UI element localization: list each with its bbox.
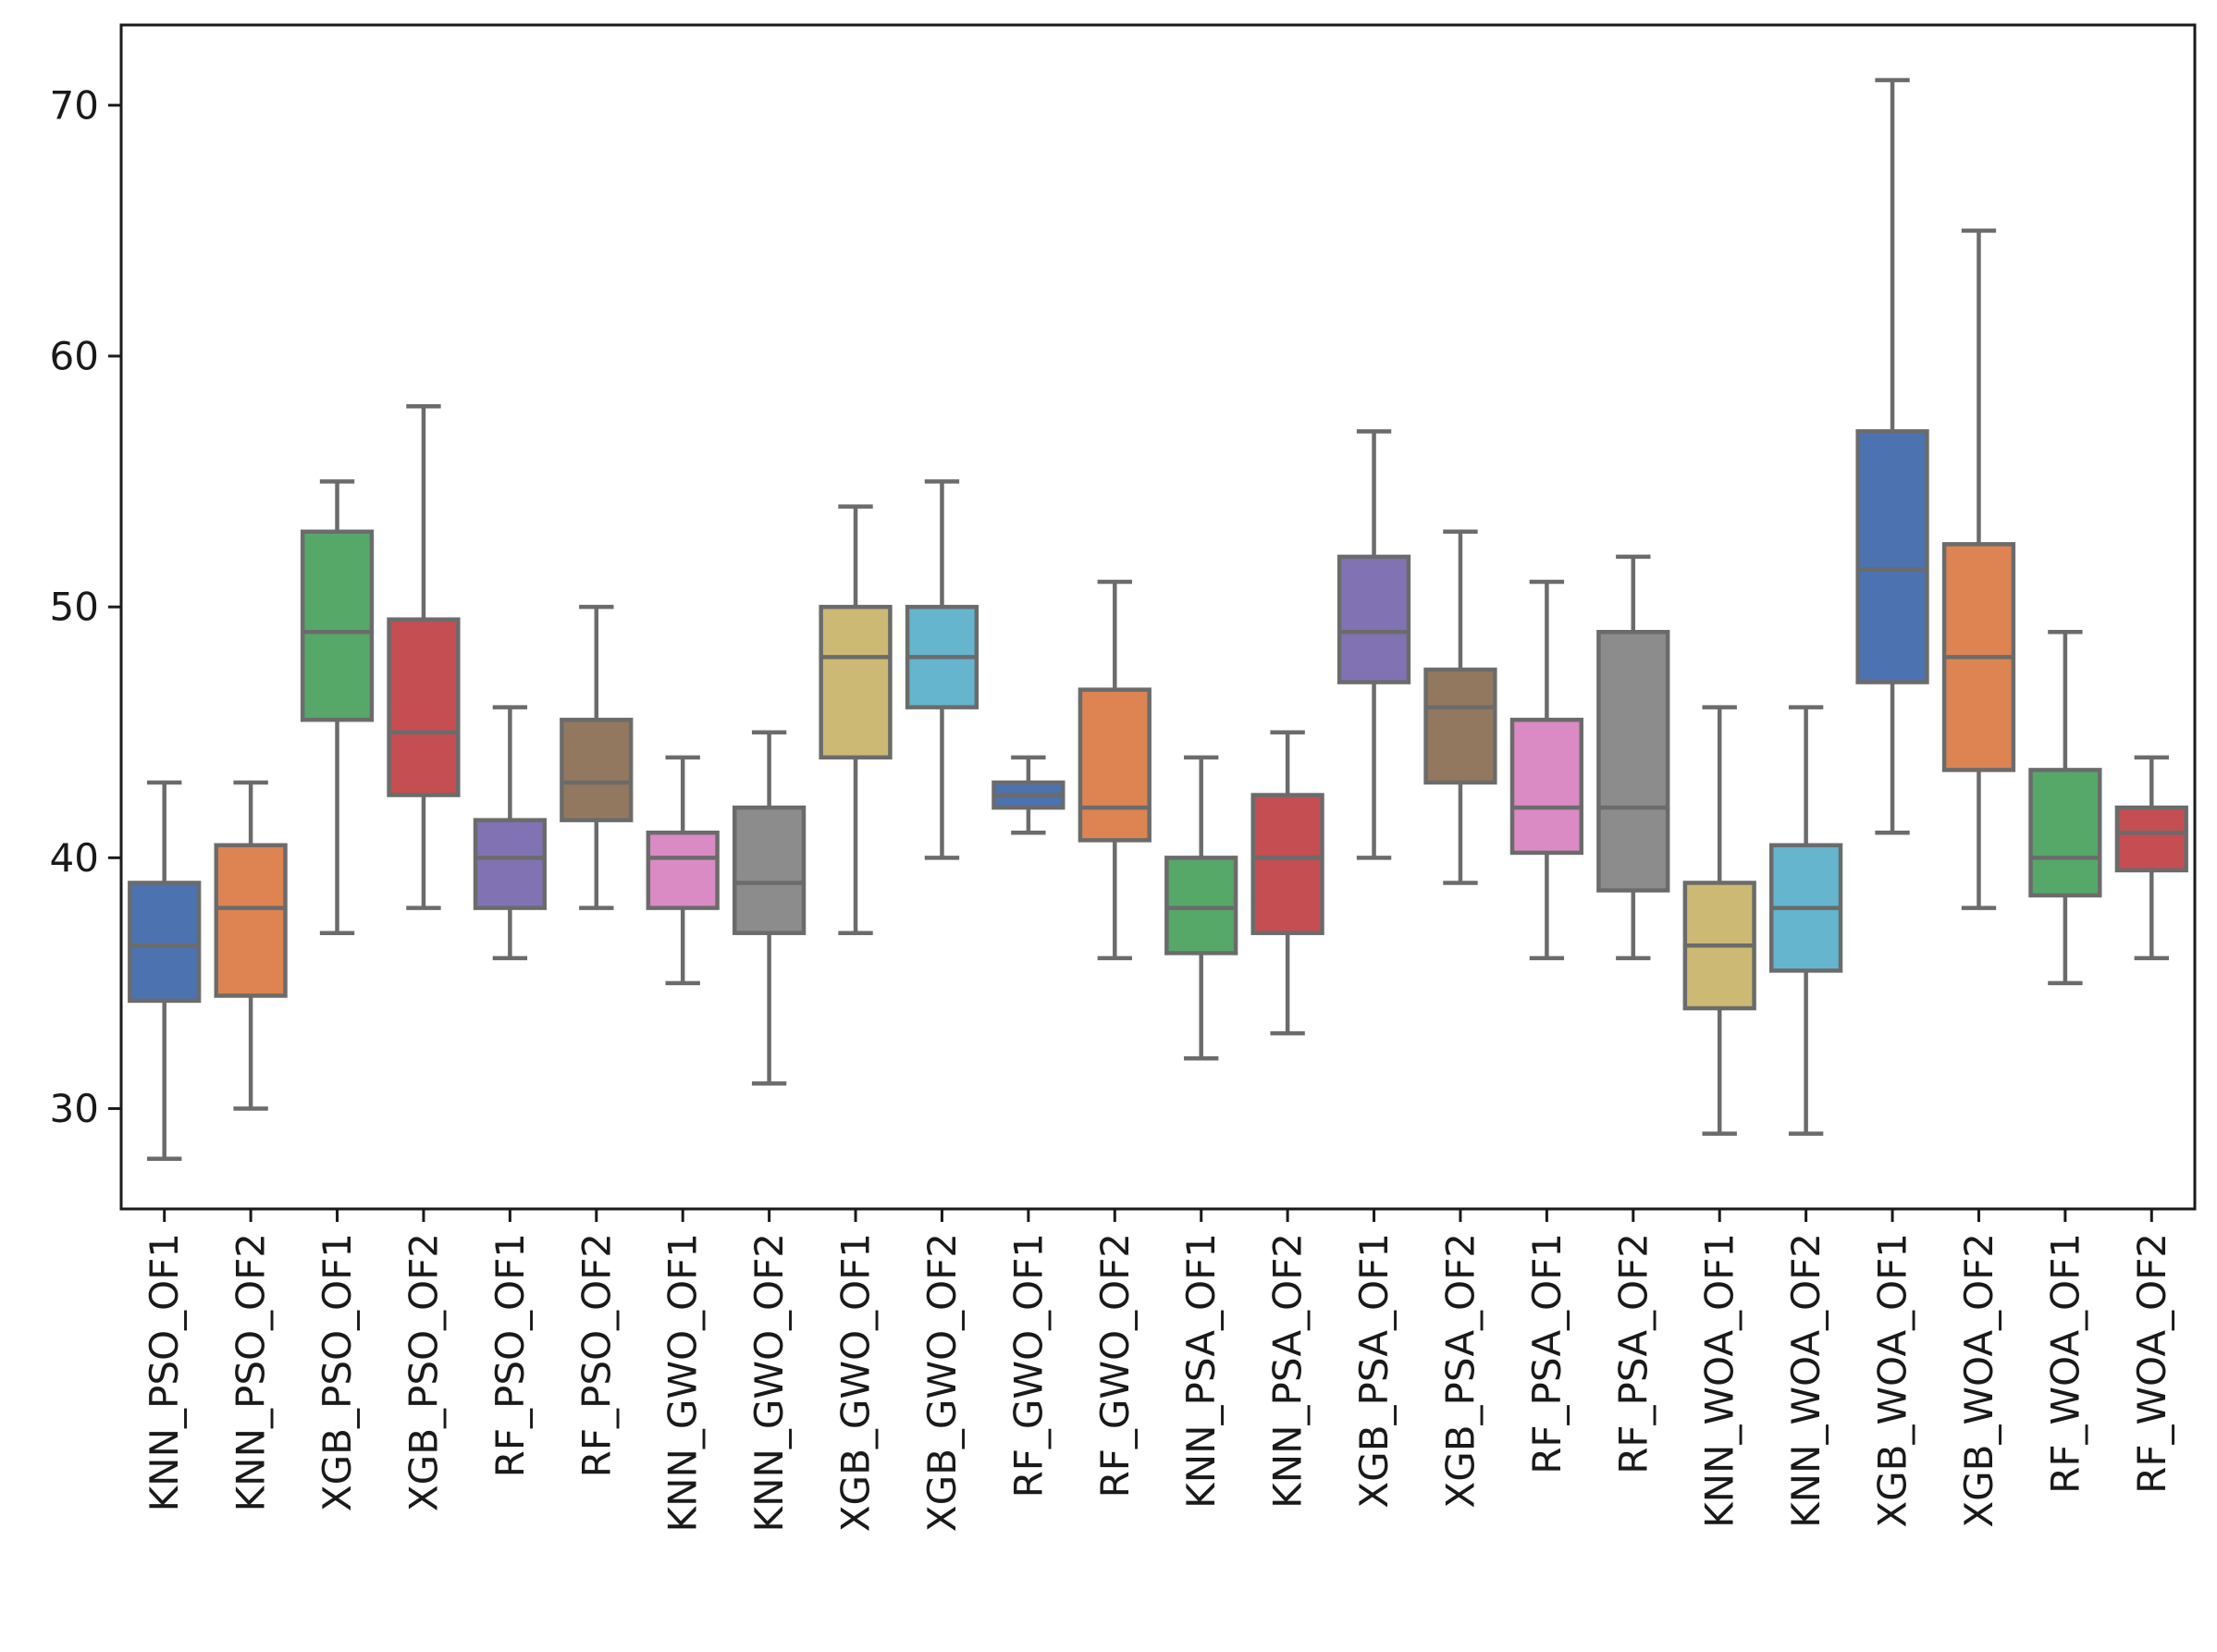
iqr-box: [819, 604, 893, 760]
box-group: [387, 403, 461, 910]
x-tick-label: XGB_GWO_OF1: [833, 1233, 879, 1532]
x-tick-label: RF_PSO_OF1: [487, 1233, 533, 1477]
box-group: [733, 730, 807, 1086]
x-tick-label: XGB_GWO_OF2: [919, 1233, 965, 1532]
x-tick-label: RF_WOA_OF2: [2129, 1233, 2174, 1494]
iqr-box: [1596, 630, 1670, 893]
x-tick-label: KNN_WOA_OF1: [1697, 1233, 1743, 1528]
iqr-box: [300, 529, 375, 722]
x-tick-label: KNN_GWO_OF2: [746, 1233, 792, 1532]
box-group: [1855, 78, 1929, 835]
box-group: [1078, 579, 1152, 961]
y-tick-label: 40: [50, 835, 99, 881]
boxes-layer: [128, 78, 2188, 1162]
iqr-box: [387, 617, 461, 797]
x-tick-label: RF_GWO_OF2: [1092, 1233, 1138, 1498]
iqr-box: [2114, 805, 2188, 873]
iqr-box: [1250, 793, 1324, 935]
iqr-box: [2028, 768, 2102, 898]
y-tick-label: 50: [50, 585, 99, 630]
box-group: [560, 604, 634, 910]
iqr-box: [560, 717, 634, 822]
x-tick-label: KNN_PSO_OF1: [142, 1233, 187, 1511]
x-tick-label: RF_WOA_OF1: [2042, 1233, 2088, 1494]
box-group: [991, 755, 1065, 835]
box-group: [300, 479, 375, 935]
iqr-box: [1164, 856, 1238, 955]
plot-area-frame: [119, 23, 2197, 1211]
box-group: [473, 705, 547, 961]
box-group: [1164, 755, 1238, 1061]
box-group: [1423, 529, 1497, 885]
iqr-box: [214, 843, 288, 998]
x-tick-label: RF_GWO_OF1: [1005, 1233, 1051, 1498]
box-group: [646, 755, 720, 986]
box-group: [819, 504, 893, 935]
box-group: [214, 780, 288, 1111]
box-group: [1250, 730, 1324, 1036]
box-group: [1596, 554, 1670, 961]
x-tick-label: RF_PSO_OF2: [573, 1233, 619, 1477]
x-tick-label: RF_PSA_OF1: [1524, 1233, 1570, 1474]
box-group: [1682, 705, 1756, 1136]
x-tick-label: KNN_PSA_OF2: [1265, 1233, 1311, 1509]
iqr-box: [646, 830, 720, 910]
x-tick-label: KNN_GWO_OF1: [660, 1233, 706, 1532]
x-tick-label: XGB_PSO_OF1: [314, 1233, 360, 1511]
y-tick-label: 30: [50, 1086, 99, 1131]
iqr-box: [1336, 554, 1411, 684]
box-group: [2114, 755, 2188, 961]
x-axis: KNN_PSO_OF1 KNN_PSO_OF2 XGB_PSO_OF1 XGB_PSO…: [142, 1209, 2174, 1532]
box-group: [2028, 630, 2102, 986]
x-tick-label: KNN_WOA_OF2: [1783, 1233, 1829, 1528]
y-axis: 30 40 50 60 70: [50, 82, 121, 1131]
x-tick-label: XGB_PSA_OF1: [1351, 1233, 1397, 1509]
iqr-box: [1423, 667, 1497, 785]
box-group: [1769, 705, 1843, 1136]
x-tick-label: KNN_PSO_OF2: [228, 1233, 274, 1511]
iqr-box: [473, 818, 547, 910]
x-tick-label: XGB_PSO_OF2: [400, 1233, 446, 1511]
y-tick-label: 60: [50, 333, 99, 378]
iqr-box: [1509, 717, 1583, 856]
box-group: [1941, 228, 2016, 910]
box-group: [1509, 579, 1583, 961]
x-tick-label: KNN_PSA_OF1: [1178, 1233, 1224, 1509]
y-tick-label: 70: [50, 82, 99, 128]
box-group: [905, 479, 979, 860]
iqr-box: [733, 805, 807, 935]
x-tick-label: XGB_PSA_OF2: [1437, 1233, 1483, 1509]
iqr-box: [1855, 429, 1929, 684]
iqr-box: [128, 881, 202, 1004]
x-tick-label: RF_PSA_OF2: [1610, 1233, 1656, 1474]
iqr-box: [1078, 687, 1152, 843]
box-group: [1336, 429, 1411, 860]
x-tick-label: XGB_WOA_OF2: [1956, 1233, 2001, 1528]
x-tick-label: XGB_WOA_OF1: [1870, 1233, 1915, 1528]
box-group: [128, 780, 202, 1162]
